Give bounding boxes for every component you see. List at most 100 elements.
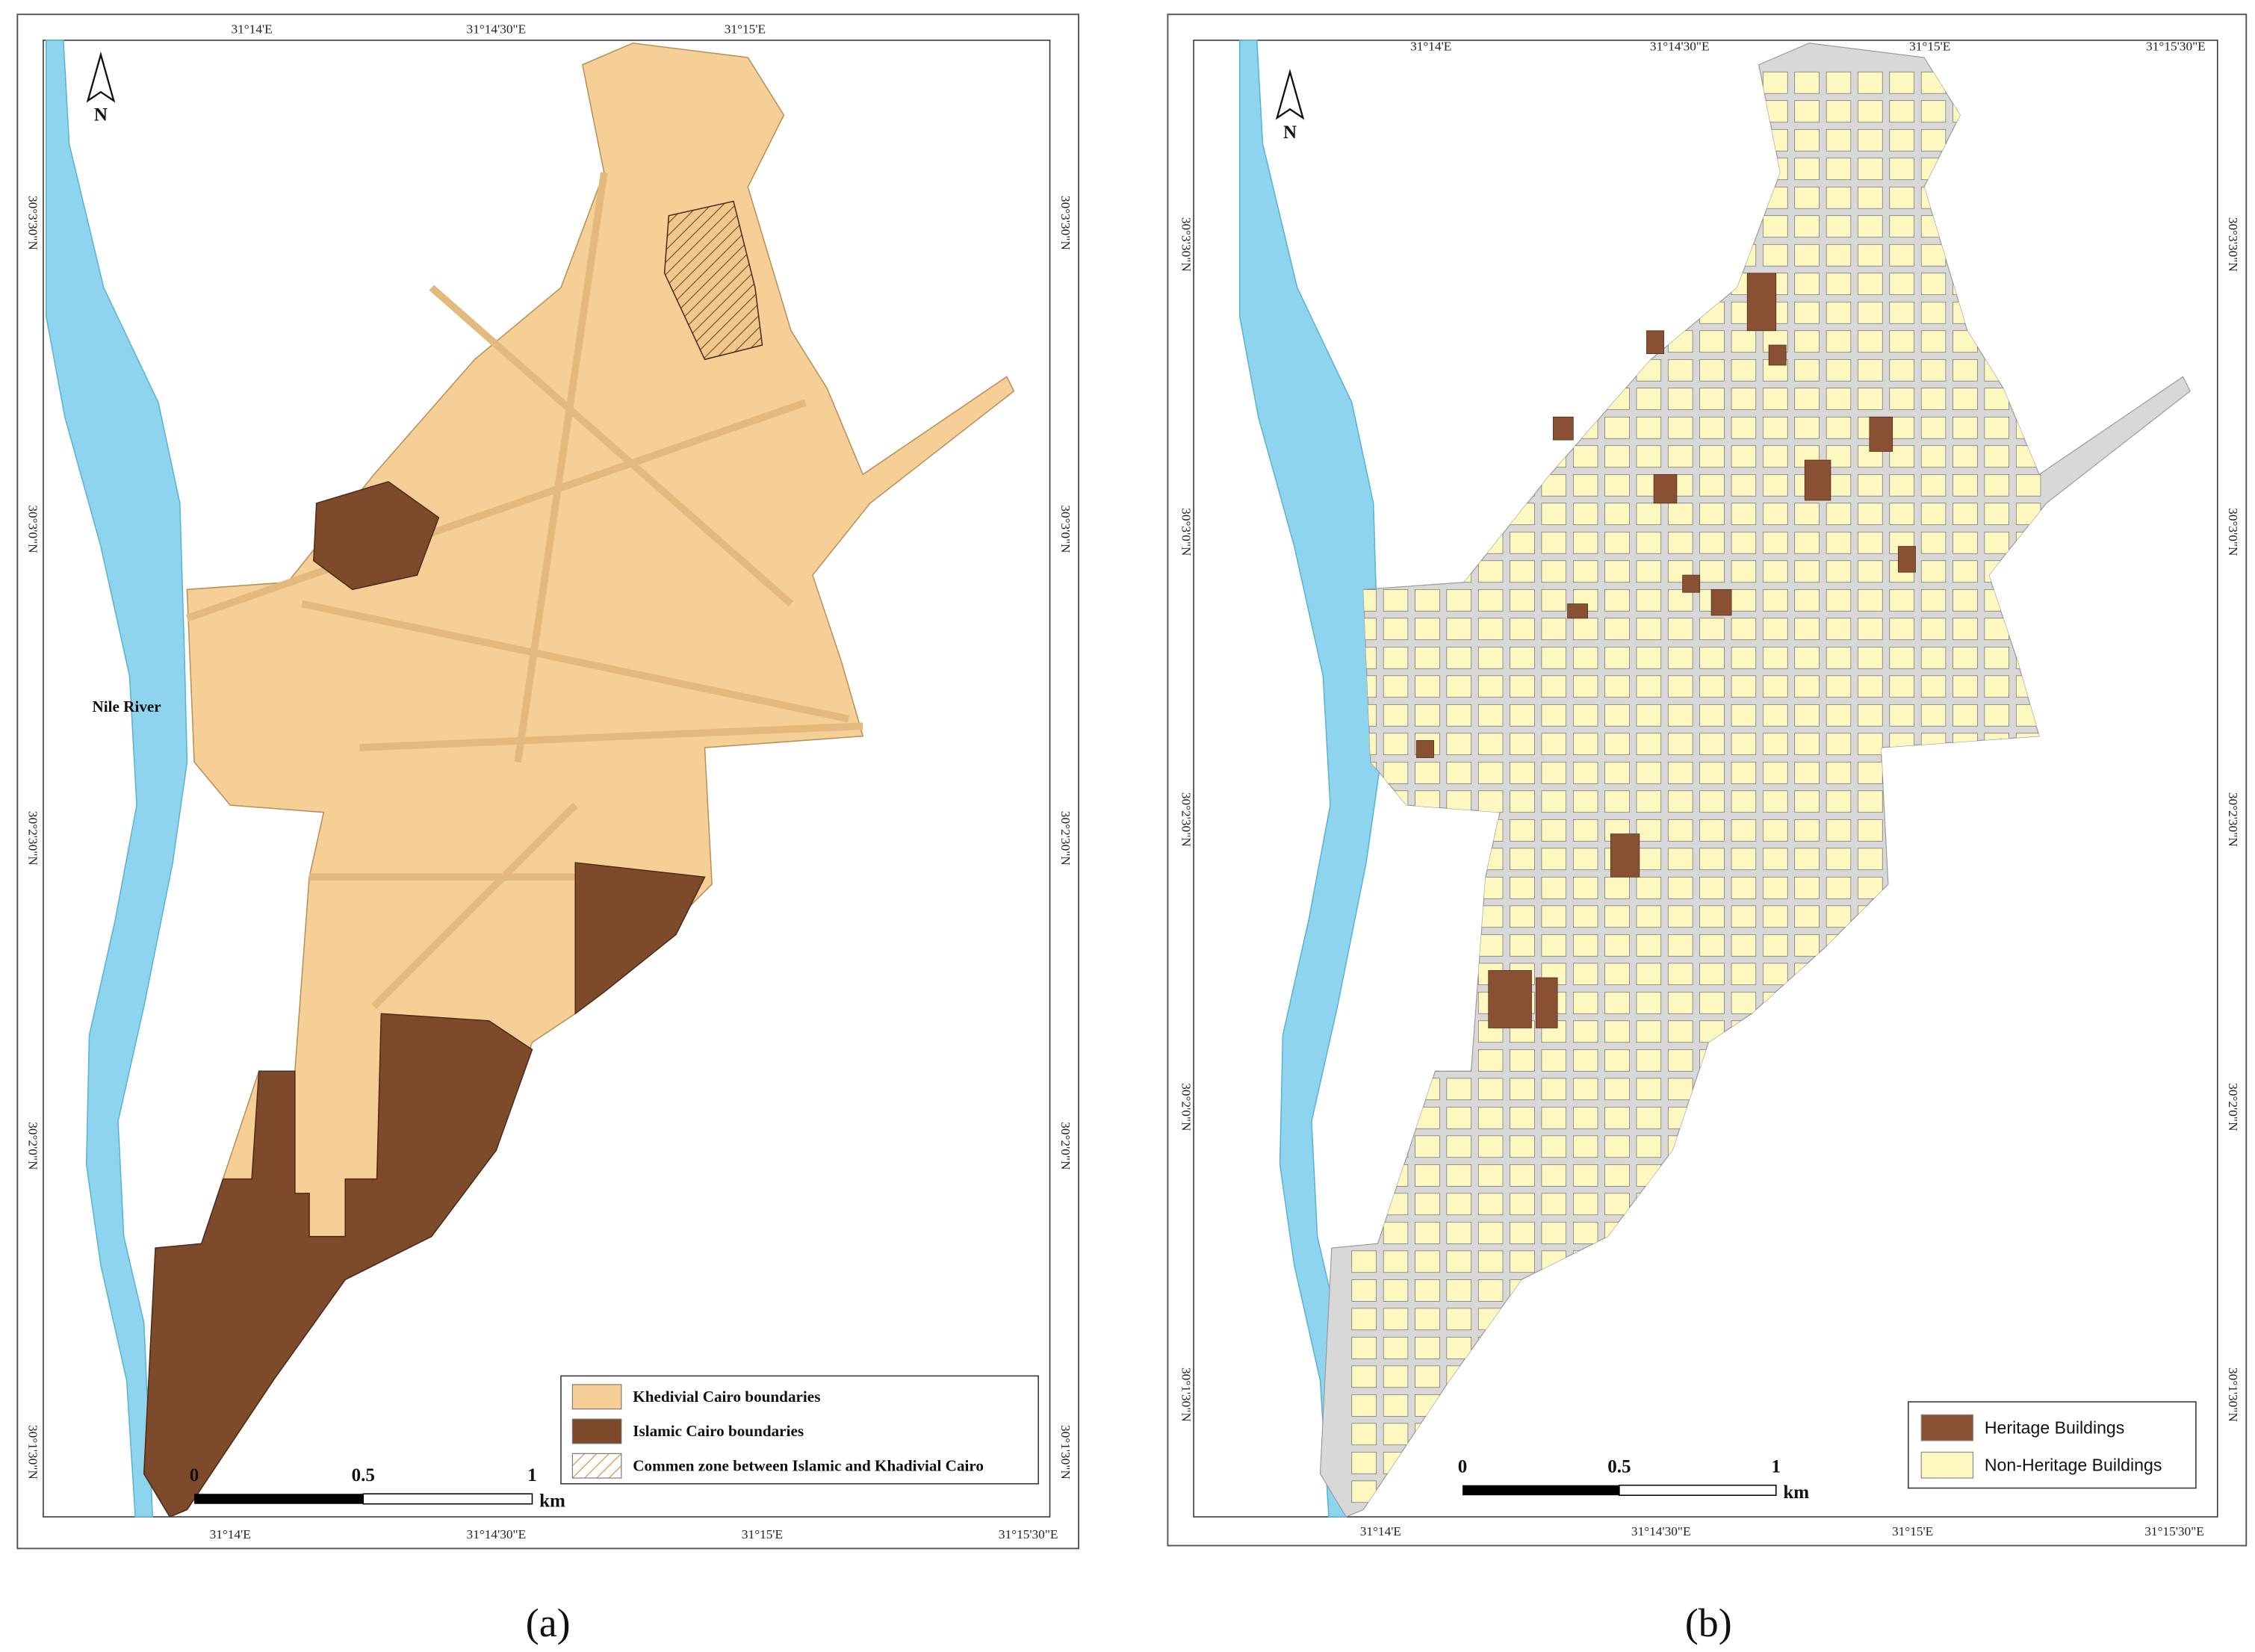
building-block	[1510, 762, 1535, 784]
building-block	[1699, 330, 1725, 353]
building-block	[1573, 934, 1598, 957]
heritage-building	[1416, 740, 1434, 758]
building-block	[1510, 877, 1535, 899]
scale-bar-white	[1619, 1484, 1777, 1496]
building-block	[1446, 647, 1471, 669]
building-block	[1889, 474, 1914, 497]
scale-label: 1	[527, 1465, 537, 1485]
building-block	[1952, 618, 1978, 640]
building-block	[1383, 589, 1409, 612]
building-block	[1636, 1107, 1662, 1129]
building-block	[1858, 358, 1883, 382]
building-block	[1510, 647, 1535, 669]
building-block	[1541, 819, 1566, 842]
building-block	[1477, 560, 1504, 583]
building-block	[1383, 618, 1409, 640]
building-block	[1699, 560, 1725, 583]
building-block	[1415, 589, 1440, 612]
building-block	[1763, 848, 1788, 871]
building-block	[1668, 647, 1693, 669]
building-block	[1351, 1308, 1377, 1331]
building-block	[1826, 503, 1852, 525]
coord-label: 31°14'30"E	[467, 1527, 527, 1541]
building-block	[1636, 963, 1662, 986]
building-block	[1826, 100, 1852, 122]
building-block	[1826, 733, 1852, 755]
building-block	[1573, 963, 1598, 986]
building-block	[1573, 1020, 1598, 1043]
building-block	[1889, 704, 1914, 727]
building-block	[1604, 503, 1630, 525]
building-block	[1952, 445, 1978, 468]
building-block	[1636, 675, 1662, 698]
coord-label: 31°14'E	[231, 22, 272, 36]
building-block	[1731, 992, 1757, 1014]
building-block	[1541, 589, 1566, 612]
building-block	[1510, 905, 1535, 928]
building-block	[1415, 762, 1440, 784]
building-block	[1604, 647, 1630, 669]
building-block	[1731, 762, 1757, 784]
building-block	[1573, 992, 1598, 1014]
scale-bar-white	[362, 1493, 533, 1505]
coord-label: 30°2'0"N	[1058, 1122, 1073, 1170]
building-block	[1668, 963, 1693, 986]
building-block	[1731, 445, 1757, 468]
building-block	[1794, 618, 1820, 640]
building-block	[1541, 934, 1566, 957]
building-block	[1510, 532, 1535, 554]
building-block	[1826, 186, 1852, 209]
building-block	[1858, 762, 1883, 784]
coord-label: 30°3'30"N	[2226, 217, 2240, 272]
building-block	[1826, 215, 1852, 237]
building-block	[1984, 675, 2009, 698]
scale-unit: km	[539, 1491, 565, 1512]
building-block	[1731, 330, 1757, 353]
building-block	[1668, 417, 1693, 439]
building-block	[1858, 128, 1883, 152]
building-block	[1763, 647, 1788, 669]
river-label: Nile River	[92, 698, 161, 715]
building-block	[1794, 273, 1820, 295]
building-block	[1477, 1107, 1504, 1129]
islamic-area	[574, 862, 706, 1015]
building-block	[1699, 733, 1725, 755]
building-block	[1984, 417, 2009, 439]
building-block	[1604, 1164, 1630, 1187]
building-block	[1794, 675, 1820, 698]
building-block	[1477, 762, 1504, 784]
building-block	[1668, 675, 1693, 698]
building-block	[1415, 1365, 1440, 1388]
building-block	[1510, 1078, 1535, 1101]
building-block	[1573, 532, 1598, 554]
building-block	[1826, 358, 1852, 382]
panel-caption: (a)	[526, 1600, 571, 1645]
building-block	[1858, 273, 1883, 295]
building-block	[1636, 589, 1662, 612]
building-block	[1541, 503, 1566, 525]
building-block	[1636, 618, 1662, 640]
building-block	[1731, 503, 1757, 525]
coord-label: 30°2'0"N	[26, 1122, 40, 1170]
building-block	[1415, 1250, 1440, 1273]
coord-label: 31°15'30"E	[999, 1527, 1058, 1541]
building-block	[1984, 474, 2009, 497]
building-block	[1446, 1250, 1471, 1273]
building-block	[1541, 532, 1566, 554]
building-block	[1858, 848, 1883, 871]
building-block	[1510, 675, 1535, 698]
building-block	[1889, 445, 1914, 468]
building-block	[1731, 963, 1757, 986]
building-block	[1573, 848, 1598, 871]
building-block	[1889, 71, 1914, 94]
building-block	[1763, 474, 1788, 497]
scale-label: 0.5	[1607, 1456, 1631, 1476]
building-block	[1636, 1020, 1662, 1043]
building-block	[1668, 762, 1693, 784]
building-block	[1541, 762, 1566, 784]
building-block	[1731, 358, 1757, 382]
building-block	[1477, 733, 1504, 755]
building-block	[1794, 330, 1820, 353]
building-block	[1351, 1452, 1377, 1474]
building-block	[1604, 1193, 1630, 1216]
